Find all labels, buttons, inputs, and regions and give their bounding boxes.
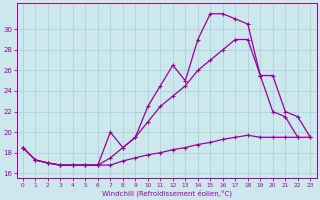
X-axis label: Windchill (Refroidissement éolien,°C): Windchill (Refroidissement éolien,°C) bbox=[101, 189, 232, 197]
